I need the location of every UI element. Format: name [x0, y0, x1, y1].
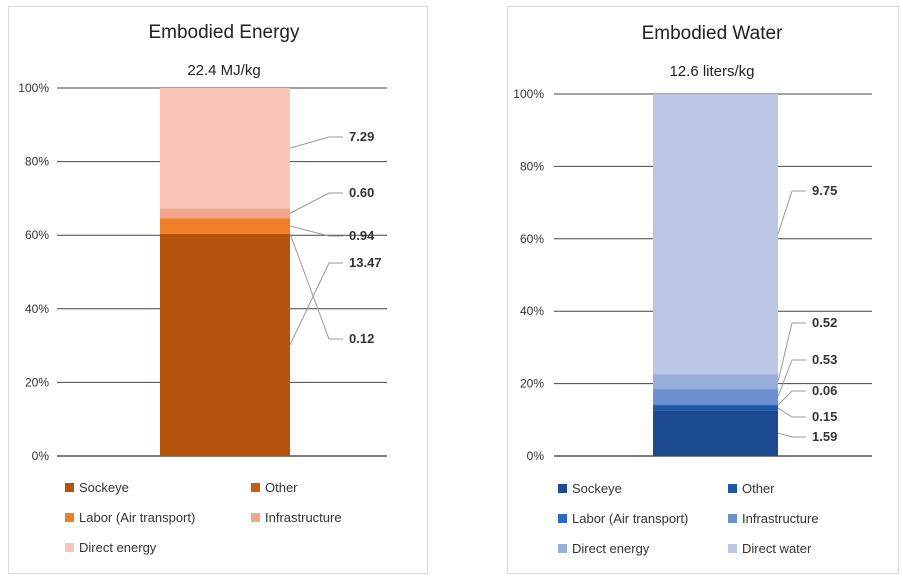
energy-data-label-sockeye: 0.12: [349, 331, 374, 346]
water-legend-label: Direct water: [742, 541, 812, 556]
energy-leader-line: [289, 136, 343, 149]
water-chart-subtitle: 12.6 liters/kg: [669, 63, 754, 80]
water-bar-segment-sockeye: [653, 410, 778, 456]
water-bar-segment-direct-water: [653, 94, 778, 375]
energy-bar-segment-infrastructure: [160, 208, 290, 219]
water-chart-title: Embodied Water: [642, 23, 783, 44]
energy-legend-label: Other: [265, 480, 298, 495]
water-legend-label: Infrastructure: [742, 511, 819, 526]
water-legend-label: Labor (Air transport): [572, 511, 688, 526]
water-data-label-infrastructure: 0.53: [812, 352, 837, 367]
energy-y-tick-label: 80%: [25, 155, 49, 169]
energy-leader-line: [289, 262, 343, 346]
energy-data-label-infrastructure: 0.60: [349, 185, 374, 200]
water-legend-label: Other: [742, 481, 775, 496]
water-legend-label: Sockeye: [572, 481, 622, 496]
water-data-label-other: 0.15: [812, 409, 837, 424]
water-y-tick-label: 0%: [527, 449, 545, 463]
water-legend-label: Direct energy: [572, 541, 650, 556]
water-leader-line: [777, 432, 806, 438]
water-legend-swatch: [728, 514, 737, 523]
water-data-label-sockeye: 1.59: [812, 429, 837, 444]
energy-legend-swatch: [65, 483, 74, 492]
energy-leader-line: [289, 233, 343, 340]
energy-chart-svg: Embodied Energy 22.4 MJ/kg 0% 20% 40% 60% 80% 1…: [18, 22, 387, 555]
water-y-tick-label: 80%: [520, 159, 544, 173]
water-y-tick-label: 100%: [513, 87, 544, 101]
energy-data-label-labor-air-transport: 0.94: [349, 228, 375, 243]
water-legend-swatch: [728, 484, 737, 493]
water-legend-swatch: [558, 544, 567, 553]
water-data-label-direct-water: 9.75: [812, 183, 837, 198]
energy-y-tick-label: 0%: [32, 449, 50, 463]
energy-legend-label: Infrastructure: [265, 510, 342, 525]
water-legend-swatch: [558, 514, 567, 523]
water-leader-line: [777, 359, 806, 397]
water-bar-segment-labor-air-transport: [653, 404, 778, 407]
energy-chart-panel: Embodied Energy 22.4 MJ/kg 0% 20% 40% 60% 80% 1…: [8, 6, 428, 574]
energy-y-tick-label: 20%: [25, 375, 49, 389]
energy-legend-swatch: [251, 483, 260, 492]
energy-legend-label: Sockeye: [79, 480, 129, 495]
energy-legend-swatch: [65, 513, 74, 522]
water-data-label-direct-energy: 0.52: [812, 315, 837, 330]
energy-bar-segment-sockeye: [160, 233, 290, 456]
water-data-label-labor-air-transport: 0.06: [812, 383, 837, 398]
water-y-tick-label: 60%: [520, 232, 544, 246]
energy-chart-subtitle: 22.4 MJ/kg: [187, 62, 260, 79]
water-bar-segment-direct-energy: [653, 374, 778, 390]
energy-chart-title: Embodied Energy: [148, 22, 300, 43]
water-y-tick-label: 40%: [520, 304, 544, 318]
energy-legend-label: Direct energy: [79, 540, 157, 555]
water-chart-svg: Embodied Water 12.6 liters/kg 0% 20% 40% 60% 8…: [513, 23, 872, 556]
water-leader-line: [777, 190, 806, 235]
energy-legend-label: Labor (Air transport): [79, 510, 195, 525]
energy-bar-segment-direct-energy: [160, 88, 290, 209]
energy-leader-line: [289, 225, 343, 237]
energy-legend-swatch: [65, 543, 74, 552]
water-leader-line: [777, 407, 806, 418]
energy-bar-segment-labor-air-transport: [160, 218, 290, 234]
water-bar-segment-other: [653, 406, 778, 411]
water-leader-line: [777, 390, 806, 406]
energy-data-label-other: 13.47: [349, 255, 382, 270]
water-legend-swatch: [728, 544, 737, 553]
water-bar-segment-infrastructure: [653, 389, 778, 405]
water-legend-swatch: [558, 484, 567, 493]
energy-leader-line: [289, 192, 343, 214]
water-leader-line: [777, 322, 806, 382]
energy-y-tick-label: 60%: [25, 228, 49, 242]
energy-data-label-direct-energy: 7.29: [349, 129, 374, 144]
energy-legend-swatch: [251, 513, 260, 522]
water-y-tick-label: 20%: [520, 377, 544, 391]
energy-y-tick-label: 100%: [18, 81, 49, 95]
energy-y-tick-label: 40%: [25, 302, 49, 316]
water-chart-panel: Embodied Water 12.6 liters/kg 0% 20% 40% 60% 8…: [507, 6, 899, 574]
